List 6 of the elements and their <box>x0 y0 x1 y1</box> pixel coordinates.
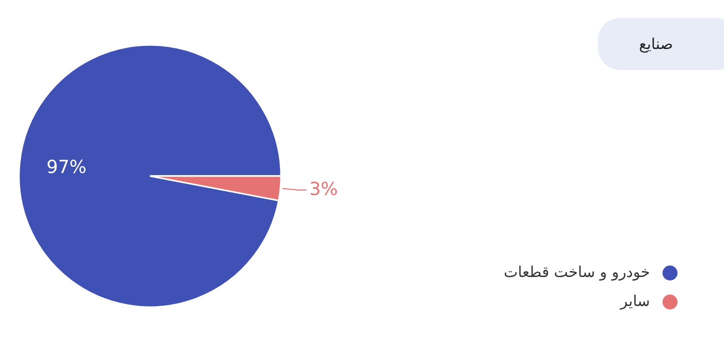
chart-title: صنایع <box>639 35 673 54</box>
data-label: 97% <box>46 157 87 178</box>
legend-label: سایر <box>619 292 650 310</box>
data-label: 3% <box>309 178 338 200</box>
legend-label: خودرو و ساخت قطعات <box>504 263 650 282</box>
slice: 97% <box>18 44 282 308</box>
